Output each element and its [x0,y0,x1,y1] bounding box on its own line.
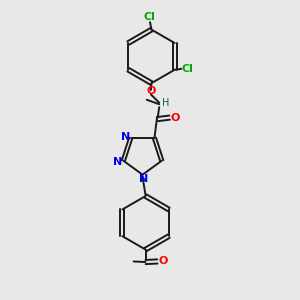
Text: N: N [139,174,148,184]
Text: O: O [158,256,167,266]
Text: Cl: Cl [143,12,155,22]
Text: O: O [146,86,156,96]
Text: N: N [113,157,123,167]
Text: N: N [121,132,130,142]
Text: O: O [170,112,180,123]
Text: Cl: Cl [181,64,193,74]
Text: H: H [162,98,169,108]
